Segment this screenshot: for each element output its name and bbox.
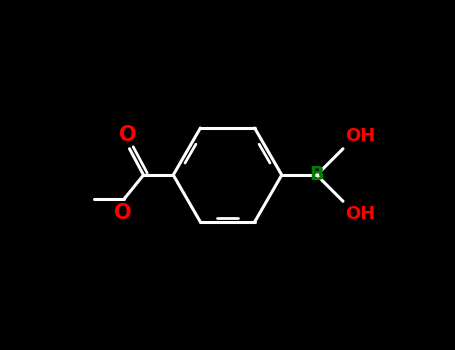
Text: B: B bbox=[309, 166, 324, 184]
Text: OH: OH bbox=[345, 205, 375, 223]
Text: OH: OH bbox=[345, 127, 375, 145]
Text: O: O bbox=[119, 125, 136, 145]
Text: O: O bbox=[114, 203, 132, 223]
